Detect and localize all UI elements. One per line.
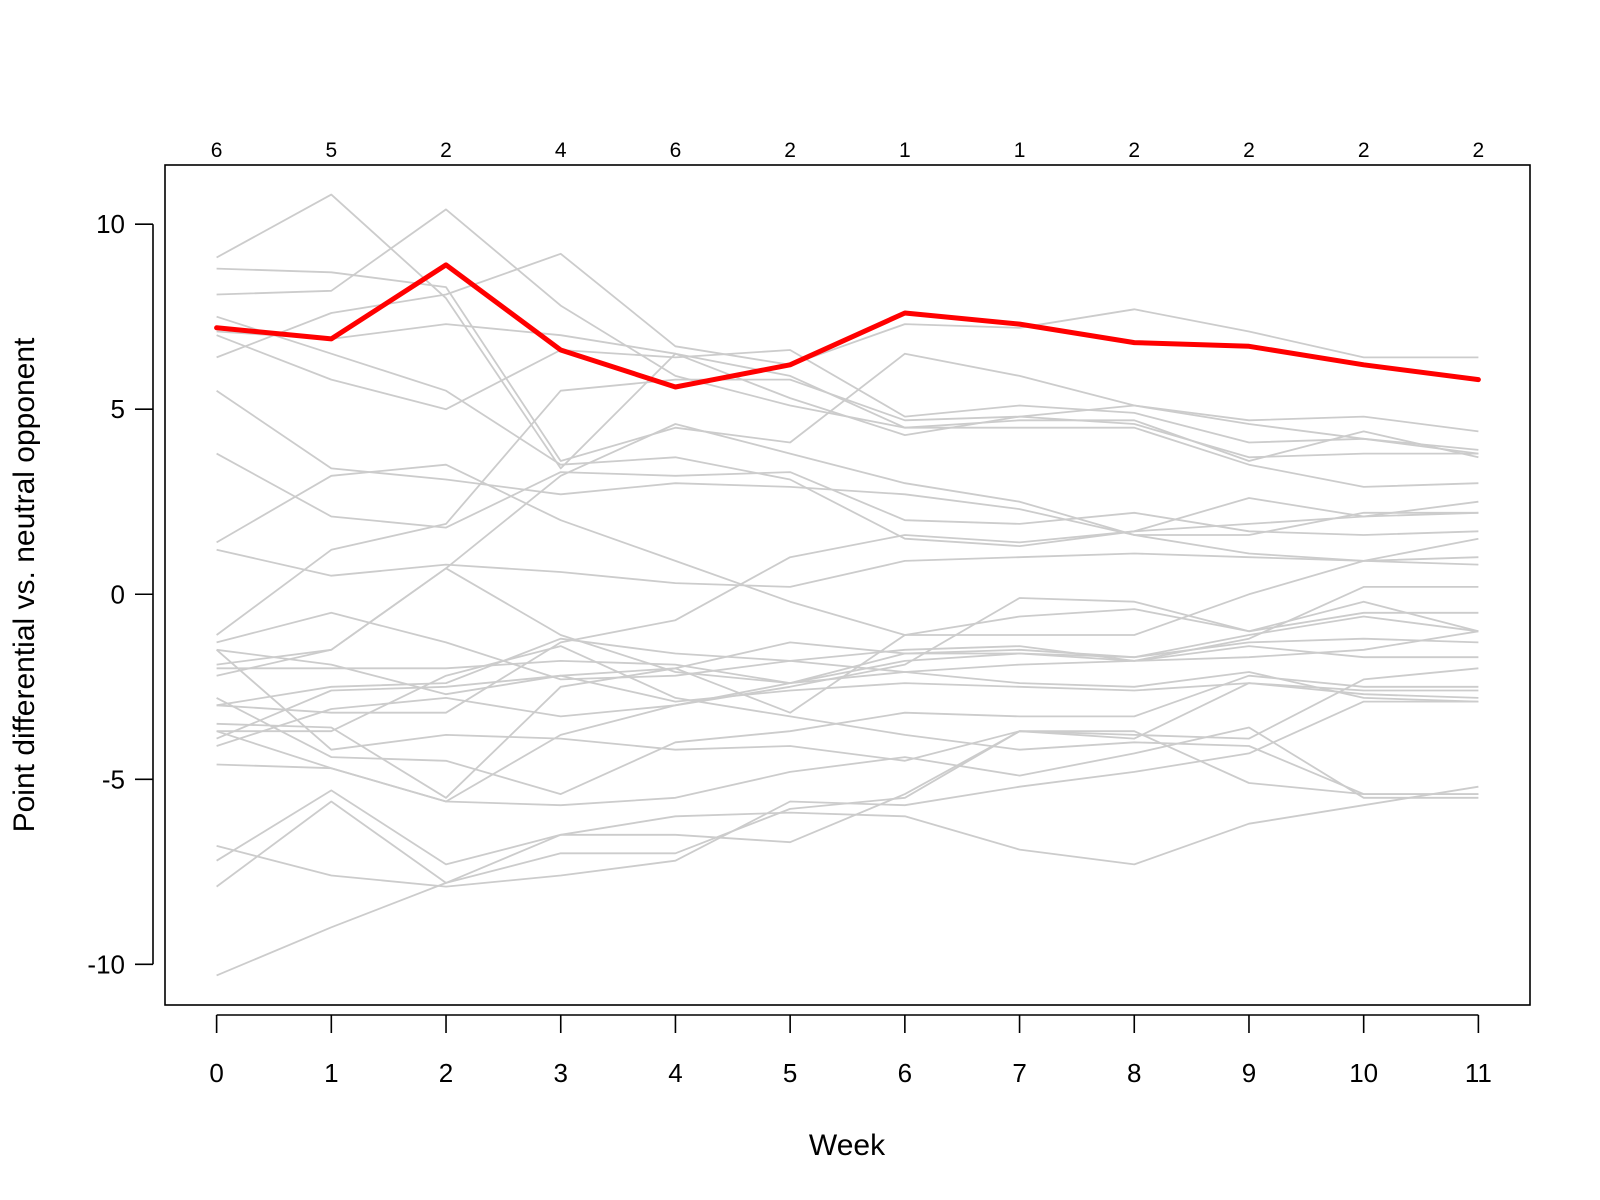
background-series-line-30 xyxy=(216,597,1479,803)
top-count-label-3: 4 xyxy=(555,139,567,162)
background-series-line-12 xyxy=(216,611,1479,681)
y-axis: 10 5 0 -5 -10 xyxy=(87,209,154,979)
background-series-line-3 xyxy=(216,315,1479,547)
background-series-line-17 xyxy=(216,674,1479,795)
y-axis-title: Point differential vs. neutral opponent xyxy=(8,337,41,832)
background-series-line-20 xyxy=(216,608,1479,799)
background-series-line-5 xyxy=(216,252,1479,366)
background-series-line-4 xyxy=(216,334,1479,451)
x-tick-label-1: 1 xyxy=(324,1058,338,1088)
x-tick-label-3: 3 xyxy=(554,1058,568,1088)
x-tick-label-5: 5 xyxy=(783,1058,797,1088)
plot-frame xyxy=(164,164,1531,1006)
top-count-labels: 6 5 2 4 6 2 1 1 2 2 2 2 xyxy=(211,139,1484,162)
top-count-label-10: 2 xyxy=(1358,139,1370,162)
x-tick-label-2: 2 xyxy=(439,1058,453,1088)
top-count-label-6: 1 xyxy=(899,139,911,162)
top-count-label-7: 1 xyxy=(1014,139,1026,162)
background-series-line-1 xyxy=(216,267,1479,462)
x-tick-label-7: 7 xyxy=(1012,1058,1026,1088)
background-series-line-16 xyxy=(216,423,1479,677)
background-series-line-23 xyxy=(216,671,1479,747)
background-series-line-18 xyxy=(216,637,1479,707)
x-tick-label-4: 4 xyxy=(668,1058,682,1088)
background-series-line-11 xyxy=(216,378,1479,636)
background-series-line-8 xyxy=(216,452,1479,536)
x-tick-label-9: 9 xyxy=(1242,1058,1256,1088)
background-series-line-29 xyxy=(216,586,1479,696)
x-tick-label-10: 10 xyxy=(1349,1058,1378,1088)
background-series-line-2 xyxy=(216,208,1479,488)
background-series-line-26 xyxy=(216,785,1479,866)
top-count-label-8: 2 xyxy=(1128,139,1140,162)
background-series-line-10 xyxy=(216,548,1479,588)
background-series-line-13 xyxy=(216,649,1479,762)
x-tick-label-11: 11 xyxy=(1465,1058,1492,1088)
x-axis-title: Week xyxy=(809,1129,886,1162)
y-tick-label-2: 0 xyxy=(111,579,125,609)
background-series-line-21 xyxy=(216,645,1479,795)
x-tick-label-8: 8 xyxy=(1127,1058,1141,1088)
background-series-line-7 xyxy=(216,389,1479,562)
background-series-line-19 xyxy=(216,497,1479,714)
background-series-line-27 xyxy=(216,730,1479,888)
top-count-label-11: 2 xyxy=(1473,139,1485,162)
background-series-group xyxy=(216,193,1479,977)
background-series-line-6 xyxy=(216,323,1479,455)
y-tick-label-4: -10 xyxy=(87,949,125,979)
background-series-line-25 xyxy=(216,700,1479,888)
highlight-series-group xyxy=(214,262,1481,390)
x-axis: 0 1 2 3 4 5 6 7 8 9 10 11 xyxy=(209,1014,1492,1088)
x-tick-label-6: 6 xyxy=(898,1058,912,1088)
top-count-label-9: 2 xyxy=(1243,139,1255,162)
top-count-label-5: 2 xyxy=(784,139,796,162)
background-series-line-24 xyxy=(216,726,1479,807)
background-series-line-9 xyxy=(216,463,1479,636)
top-count-label-0: 6 xyxy=(211,139,223,162)
top-count-label-1: 5 xyxy=(325,139,337,162)
top-count-label-4: 6 xyxy=(670,139,682,162)
y-tick-label-3: -5 xyxy=(102,764,125,794)
x-tick-label-0: 0 xyxy=(209,1058,223,1088)
y-tick-label-0: 10 xyxy=(96,209,125,239)
highlight-series-line xyxy=(214,262,1481,390)
y-tick-label-1: 5 xyxy=(111,394,125,424)
background-series-line-28 xyxy=(216,682,1479,977)
background-series-line-0 xyxy=(216,193,1479,470)
background-series-line-15 xyxy=(216,637,1479,684)
top-count-label-2: 2 xyxy=(440,139,452,162)
